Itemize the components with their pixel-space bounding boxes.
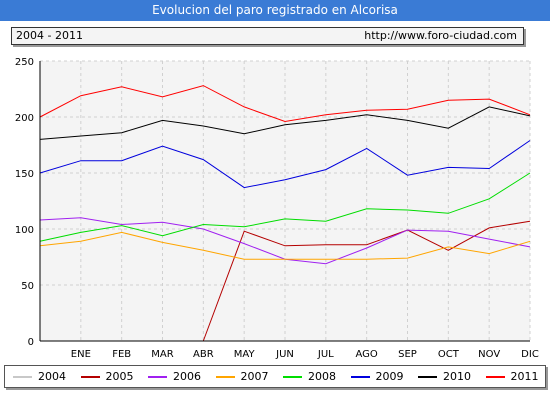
series-line-2010 <box>39 106 531 140</box>
y-tick-label: 250 <box>15 57 34 68</box>
x-tick-label: MAY <box>234 349 256 360</box>
y-tick-label: 0 <box>28 337 34 348</box>
legend-label: 2005 <box>105 370 134 383</box>
grid-lines <box>40 60 531 341</box>
legend-label: 2010 <box>443 370 471 383</box>
series-line-2011 <box>39 85 531 123</box>
legend-swatch <box>485 375 505 378</box>
y-tick-label: 50 <box>21 281 34 292</box>
legend-swatch <box>418 375 437 378</box>
legend-label: 2007 <box>240 370 269 383</box>
x-tick-label: JUL <box>317 349 334 360</box>
legend-label: 2004 <box>38 370 66 383</box>
x-tick-label: SEP <box>398 349 417 360</box>
legend-item-2004: 2004 <box>13 366 66 387</box>
x-axis-ticks: ENE FEB MAR ABR MAY JUN JUL AGO SEP OCT NOV DIC <box>71 349 539 360</box>
series-line-2007 <box>39 231 531 260</box>
legend-swatch <box>148 375 167 378</box>
legend-swatch <box>283 375 302 378</box>
x-tick-label: AGO <box>356 349 378 360</box>
legend-item-2007: 2007 <box>215 366 269 387</box>
legend-item-2010: 2010 <box>418 366 471 387</box>
legend: 2004 2005 2006 2007 2008 2009 2010 2011 <box>4 365 546 388</box>
legend-swatch <box>13 375 32 378</box>
legend-swatch <box>215 375 235 378</box>
legend-label: 2011 <box>510 370 539 383</box>
legend-label: 2009 <box>375 370 404 383</box>
x-tick-label: NOV <box>478 349 500 360</box>
y-tick-label: 200 <box>15 113 34 124</box>
y-tick-label: 100 <box>15 225 34 236</box>
x-tick-label: JUN <box>275 349 294 360</box>
legend-item-2005: 2005 <box>80 366 134 387</box>
period-label: 2004 - 2011 <box>16 29 83 42</box>
legend-swatch <box>350 375 370 378</box>
x-tick-label: ENE <box>71 349 91 360</box>
series-line-2009 <box>39 140 531 189</box>
x-tick-label: DIC <box>521 349 539 360</box>
info-bar: 2004 - 2011 http://www.foro-ciudad.com <box>11 27 524 45</box>
legend-swatch <box>80 375 100 378</box>
legend-item-2008: 2008 <box>283 366 336 387</box>
x-tick-label: OCT <box>438 349 460 360</box>
chart-title: Evolucion del paro registrado en Alcoris… <box>0 0 550 21</box>
x-tick-label: MAR <box>151 349 173 360</box>
y-tick-label: 150 <box>15 169 34 180</box>
source-url[interactable]: http://www.foro-ciudad.com <box>364 29 517 42</box>
legend-item-2006: 2006 <box>148 366 201 387</box>
series-line-2008 <box>39 172 531 242</box>
series-lines <box>39 85 531 342</box>
legend-item-2009: 2009 <box>350 366 404 387</box>
legend-label: 2006 <box>173 370 201 383</box>
legend-item-2011: 2011 <box>485 366 539 387</box>
legend-label: 2008 <box>308 370 336 383</box>
x-tick-label: FEB <box>112 349 131 360</box>
series-line-2005 <box>202 220 531 342</box>
x-tick-label: ABR <box>193 349 214 360</box>
y-axis-ticks: 0 50 100 150 200 250 <box>15 57 34 348</box>
